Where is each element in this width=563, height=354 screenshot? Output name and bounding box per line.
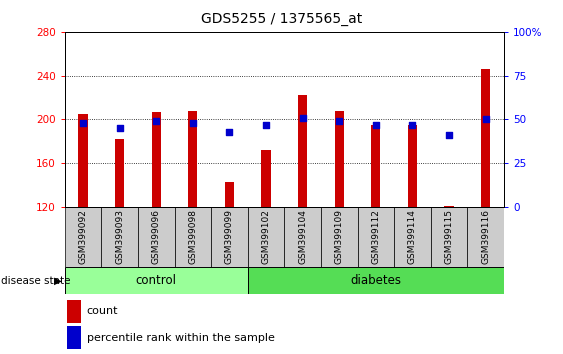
Point xyxy=(225,129,234,135)
Point xyxy=(481,117,490,122)
Bar xyxy=(321,207,358,267)
Bar xyxy=(408,125,417,207)
Text: GSM399116: GSM399116 xyxy=(481,209,490,264)
Text: ▶: ▶ xyxy=(54,275,62,286)
Bar xyxy=(334,111,344,207)
Text: GSM399114: GSM399114 xyxy=(408,209,417,264)
Bar xyxy=(78,114,88,207)
Point xyxy=(298,115,307,121)
Bar xyxy=(358,207,394,267)
Point xyxy=(445,132,454,138)
Bar xyxy=(467,207,504,267)
Bar xyxy=(67,300,81,323)
Bar xyxy=(151,112,161,207)
Text: disease state: disease state xyxy=(1,275,70,286)
Bar xyxy=(211,207,248,267)
Text: control: control xyxy=(136,274,177,287)
Bar xyxy=(225,182,234,207)
Bar xyxy=(101,207,138,267)
Text: count: count xyxy=(87,306,118,316)
Text: GSM399093: GSM399093 xyxy=(115,209,124,264)
Text: percentile rank within the sample: percentile rank within the sample xyxy=(87,333,275,343)
Point xyxy=(408,122,417,127)
Bar xyxy=(188,111,198,207)
Bar xyxy=(248,207,284,267)
Bar xyxy=(65,267,248,294)
Bar xyxy=(431,207,467,267)
Text: GSM399092: GSM399092 xyxy=(79,209,87,264)
Bar xyxy=(115,139,124,207)
Bar xyxy=(444,206,454,207)
Text: GSM399102: GSM399102 xyxy=(262,209,270,264)
Text: GSM399096: GSM399096 xyxy=(152,209,160,264)
Text: GSM399098: GSM399098 xyxy=(189,209,197,264)
Bar xyxy=(248,267,504,294)
Text: GSM399104: GSM399104 xyxy=(298,209,307,264)
Bar xyxy=(481,69,490,207)
Bar xyxy=(67,326,81,349)
Text: GDS5255 / 1375565_at: GDS5255 / 1375565_at xyxy=(201,12,362,27)
Point xyxy=(115,125,124,131)
Bar xyxy=(261,150,271,207)
Text: diabetes: diabetes xyxy=(350,274,401,287)
Text: GSM399099: GSM399099 xyxy=(225,209,234,264)
Point xyxy=(188,120,197,126)
Text: GSM399109: GSM399109 xyxy=(335,209,343,264)
Point xyxy=(334,118,343,124)
Bar xyxy=(138,207,175,267)
Text: GSM399112: GSM399112 xyxy=(372,209,380,264)
Point xyxy=(79,120,88,126)
Bar xyxy=(175,207,211,267)
Text: GSM399115: GSM399115 xyxy=(445,209,453,264)
Bar xyxy=(371,125,381,207)
Point xyxy=(372,122,381,127)
Bar xyxy=(284,207,321,267)
Bar xyxy=(394,207,431,267)
Bar xyxy=(298,95,307,207)
Point xyxy=(152,118,161,124)
Point xyxy=(261,122,270,127)
Bar xyxy=(65,207,101,267)
